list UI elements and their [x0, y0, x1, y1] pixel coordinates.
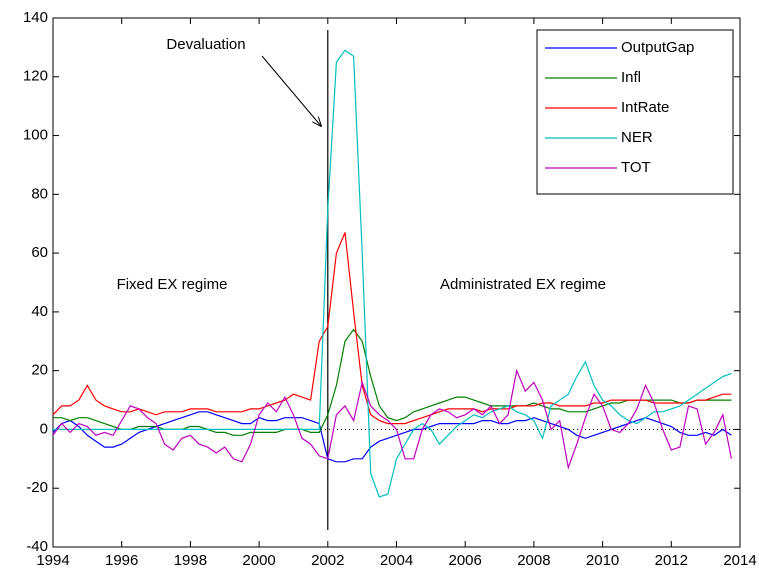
- legend-box: [536, 29, 734, 195]
- x-tick-label: 2012: [655, 552, 688, 569]
- event-arrow: [261, 55, 321, 126]
- annotation: Administrated EX regime: [440, 276, 606, 293]
- x-tick-label: 2008: [517, 552, 550, 569]
- x-tick-label: 2004: [380, 552, 413, 569]
- y-tick-label: 140: [23, 9, 48, 26]
- event-label: Devaluation: [166, 36, 245, 53]
- x-tick-label: 1994: [36, 552, 69, 569]
- series-line: [52, 368, 732, 470]
- legend-label: Infl: [621, 69, 641, 86]
- x-tick-label: 1996: [105, 552, 138, 569]
- x-tick-label: 2002: [311, 552, 344, 569]
- legend-label: NER: [621, 129, 653, 146]
- x-tick-label: 2000: [242, 552, 275, 569]
- annotation: Fixed EX regime: [117, 276, 228, 293]
- x-tick-label: 2014: [723, 552, 756, 569]
- y-tick-label: 0: [40, 420, 48, 437]
- y-tick-label: 100: [23, 127, 48, 144]
- series-line: [53, 49, 732, 498]
- x-tick-label: 1998: [174, 552, 207, 569]
- legend-label: TOT: [621, 159, 651, 176]
- series-line: [52, 411, 732, 463]
- y-tick-label: 80: [31, 185, 48, 202]
- y-tick-label: 120: [23, 68, 48, 85]
- y-tick-label: -40: [26, 538, 48, 555]
- y-tick-label: -20: [26, 479, 48, 496]
- x-tick-label: 2010: [586, 552, 619, 569]
- y-tick-label: 40: [31, 303, 48, 320]
- y-tick-label: 20: [31, 362, 48, 379]
- y-tick-label: 60: [31, 244, 48, 261]
- x-tick-label: 2006: [449, 552, 482, 569]
- legend-label: OutputGap: [621, 39, 694, 56]
- legend-label: IntRate: [621, 99, 669, 116]
- series-line: [52, 232, 732, 425]
